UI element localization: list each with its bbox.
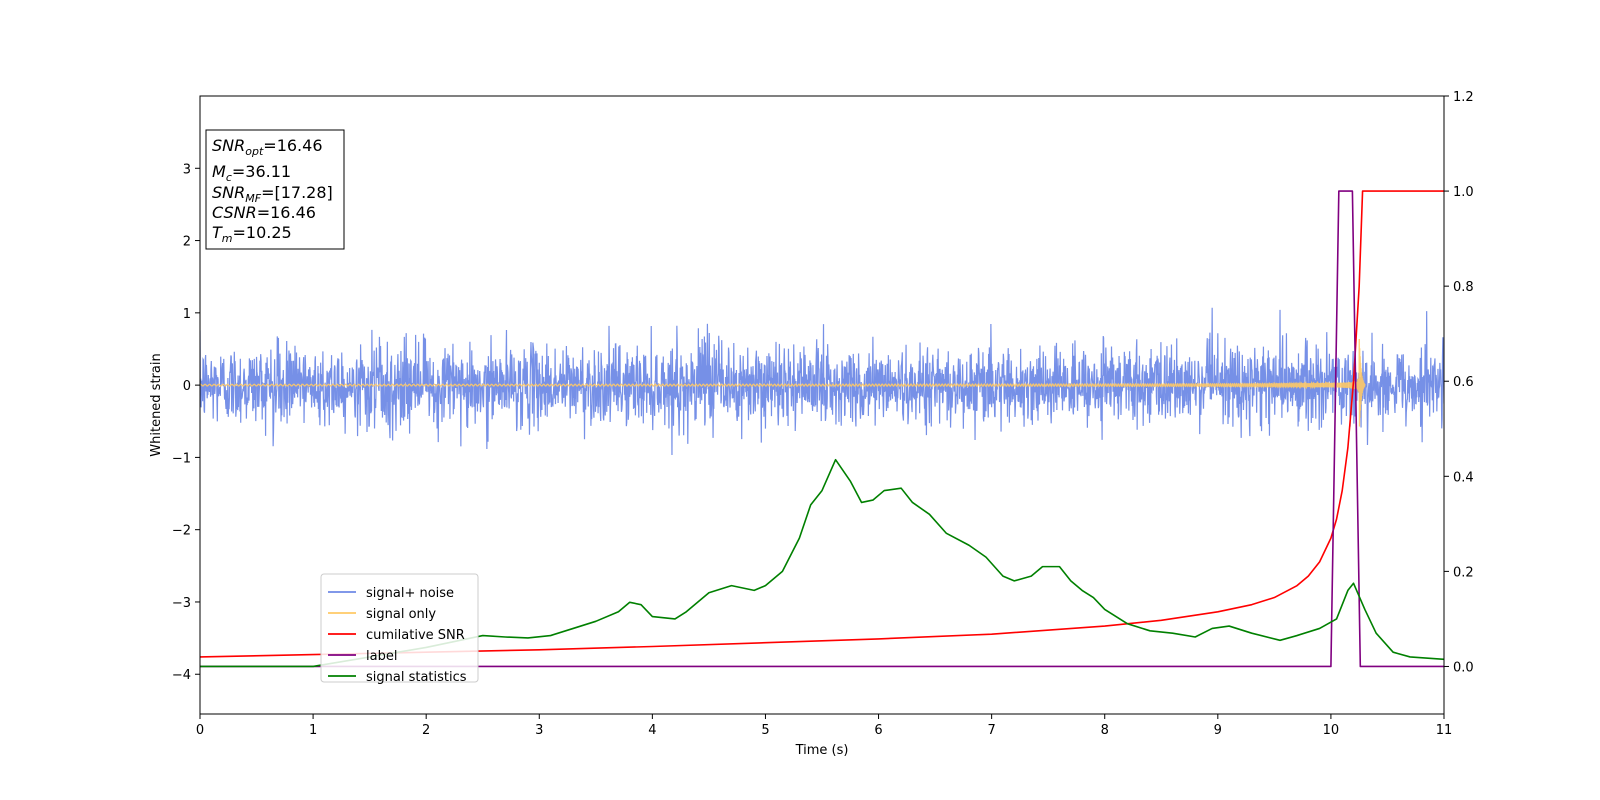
legend-label-signal-noise: signal+ noise — [366, 586, 454, 601]
x-tick-label: 6 — [874, 723, 882, 738]
legend: signal+ noise signal only cumilative SNR la… — [320, 573, 479, 685]
x-tick-label: 1 — [309, 723, 317, 738]
x-axis-title: Time (s) — [795, 743, 849, 758]
ticks-layer: 0 1 2 3 4 5 6 7 8 9 10 11 −4 −3 −2 −1 0 1 2 3 0.0 0.2 0.4 0.6 0.… — [172, 90, 1474, 738]
y-right-tick-label: 0.2 — [1453, 565, 1474, 580]
annotation-merger-time: Tm=10.25 — [212, 223, 292, 245]
series-signal-statistics — [200, 458, 1444, 668]
x-tick-label: 10 — [1323, 723, 1340, 738]
y-left-tick-label: 3 — [183, 162, 191, 177]
series-signal-only — [200, 338, 1366, 427]
series-layer — [200, 190, 1444, 668]
x-tick-label: 0 — [196, 723, 204, 738]
x-tick-label: 3 — [535, 723, 543, 738]
y-right-tick-label: 1.0 — [1453, 185, 1474, 200]
y-left-tick-label: 2 — [183, 235, 191, 250]
y-left-tick-label: −3 — [172, 596, 191, 611]
legend-items: signal+ noise signal only cumilative SNR la… — [328, 586, 467, 685]
y-right-tick-label: 0.8 — [1453, 280, 1474, 295]
legend-frame — [320, 573, 479, 683]
x-tick-label: 2 — [422, 723, 430, 738]
x-tick-label: 4 — [648, 723, 656, 738]
legend-label-signal-statistics: signal statistics — [366, 670, 467, 685]
annotation-csnr: CSNR=16.46 — [212, 203, 316, 222]
annotation-box: SNRopt=16.46 Mc=36.11 SNRMF=[17.28] CSNR… — [205, 129, 345, 250]
x-tick-label: 9 — [1214, 723, 1222, 738]
x-tick-label: 5 — [761, 723, 769, 738]
y-axis-title: Whitened strain — [149, 353, 164, 456]
annotation-snr-opt: SNRopt=16.46 — [212, 136, 323, 158]
series-signal-noise — [200, 307, 1444, 456]
x-tick-label: 7 — [987, 723, 995, 738]
y-left-tick-label: −2 — [172, 524, 191, 539]
series-cumilative-snr — [200, 190, 1444, 658]
y-left-tick-label: 1 — [183, 307, 191, 322]
legend-label-cumilative-snr: cumilative SNR — [366, 628, 465, 643]
y-left-tick-label: −1 — [172, 451, 191, 466]
x-tick-label: 11 — [1436, 723, 1453, 738]
y-left-tick-label: 0 — [183, 379, 191, 394]
x-tick-label: 8 — [1101, 723, 1109, 738]
y-left-tick-label: −4 — [172, 668, 191, 683]
annotation-frame — [205, 129, 345, 250]
legend-label-label: label — [366, 649, 397, 664]
annotation-chirp-mass: Mc=36.11 — [212, 162, 291, 184]
y-right-tick-label: 0.0 — [1453, 660, 1474, 675]
series-label — [200, 190, 1444, 668]
y-right-tick-label: 0.6 — [1453, 375, 1474, 390]
y-right-tick-label: 0.4 — [1453, 470, 1474, 485]
plot-frame — [199, 95, 1445, 715]
y-right-tick-label: 1.2 — [1453, 90, 1474, 105]
legend-label-signal-only: signal only — [366, 607, 436, 622]
annotation-snr-mf: SNRMF=[17.28] — [212, 183, 333, 205]
